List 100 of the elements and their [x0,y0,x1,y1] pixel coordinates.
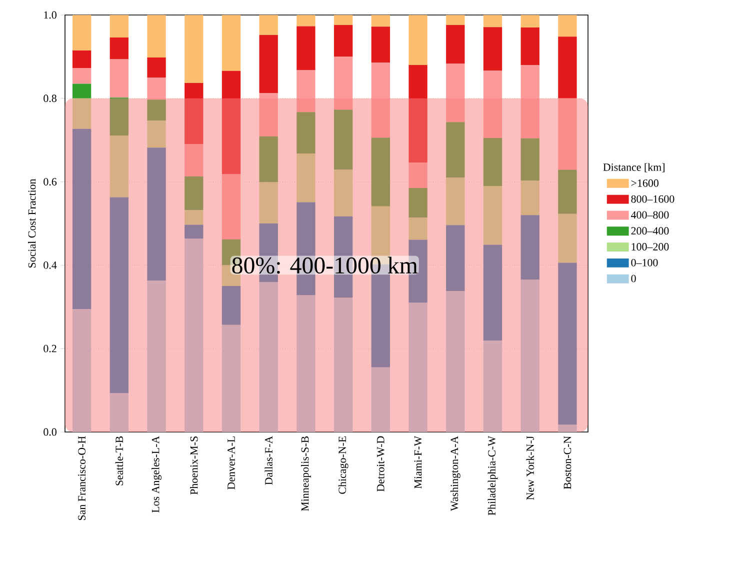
bar [222,324,241,432]
x-tick-label: Miami-F-W [414,436,422,488]
bar [147,58,166,78]
bar [72,84,92,98]
bar [371,138,390,206]
bar [72,14,92,50]
y-axis-title: Social Cost Fraction [28,178,36,268]
bar [558,36,577,98]
y-tick-label: 0.8 [44,94,56,102]
bar [446,178,465,226]
bar [259,92,278,136]
bar [110,38,129,60]
bar [446,64,465,122]
bar [72,308,92,432]
y-tick-label: 0.0 [44,428,56,436]
x-tick-label: Phoenix-M-S [190,436,198,495]
x-tick-label: New York-N-J [526,436,534,500]
bar [222,70,241,174]
bar [483,340,502,432]
bar [446,122,465,178]
bar [147,120,166,148]
bar [184,238,204,432]
bar [446,291,465,432]
bar [408,14,428,66]
bar [147,100,166,120]
bar [408,162,428,188]
bar [483,70,502,138]
bar [520,28,540,66]
bar [371,26,390,63]
bar [558,170,577,214]
bar [72,50,92,68]
x-tick-label: Philadelphia-C-W [488,436,498,516]
bar [446,225,465,292]
bar [147,280,166,432]
bar [110,393,129,432]
bar [296,26,316,70]
legend-label: 100–200 [632,243,669,250]
y-tick-label: 1.0 [44,11,56,19]
bar [334,110,353,170]
bar [259,14,278,36]
bar [296,153,316,202]
bar [520,138,540,181]
bar [408,65,428,163]
bar [147,78,166,100]
bar [334,298,353,432]
bar [72,98,92,129]
bar [446,25,465,64]
y-tick-label: 0.6 [44,178,57,186]
bar [184,14,204,83]
bar [520,14,540,28]
x-tick-label: San Francisco-O-H [78,436,86,520]
bar [334,56,353,110]
bar [110,136,129,198]
bar [184,210,204,225]
bar [371,62,390,138]
bar [408,302,428,432]
legend-title: Distance [km] [603,163,664,172]
bar [296,70,316,112]
bar [184,82,204,144]
legend-label: 200–400 [631,227,669,235]
x-tick-label: Los Angeles-L-A [152,436,162,513]
band-label: 80%: 400-1000 km [232,256,418,274]
x-tick-label: Boston-C-N [564,436,572,490]
bar [72,68,92,84]
bar [483,138,502,186]
bar [483,27,502,70]
bar [259,136,278,182]
legend-label: 0 [631,274,636,282]
x-tick-label: Seattle-T-B [115,436,124,486]
bar [371,14,390,27]
bar [558,14,577,37]
legend-label: 400–800 [631,211,669,219]
bar [483,14,502,28]
bar [110,197,129,394]
bar [408,188,428,218]
x-tick-label: Detroit-W-D [376,436,384,492]
bar [483,186,502,245]
x-tick-label: Washington-A-A [450,436,460,512]
y-tick-label: 0.4 [44,261,57,269]
bar [558,262,577,424]
bar [259,182,278,224]
bar [520,180,540,216]
bar [184,224,204,239]
bar [520,65,540,138]
bar [371,367,390,432]
bar [446,14,465,26]
bar [334,14,353,26]
bar [259,35,278,93]
bar [147,14,166,58]
y-tick-label: 0.2 [44,344,56,352]
x-tick-label: Denver-A-L [228,436,235,490]
bar [558,424,577,432]
bar [408,218,428,240]
bar [72,128,92,309]
bar [222,286,241,325]
bar [558,98,577,170]
bar [296,14,316,26]
bar [110,98,129,136]
bar [222,174,241,240]
legend-label: >1600 [631,179,658,187]
